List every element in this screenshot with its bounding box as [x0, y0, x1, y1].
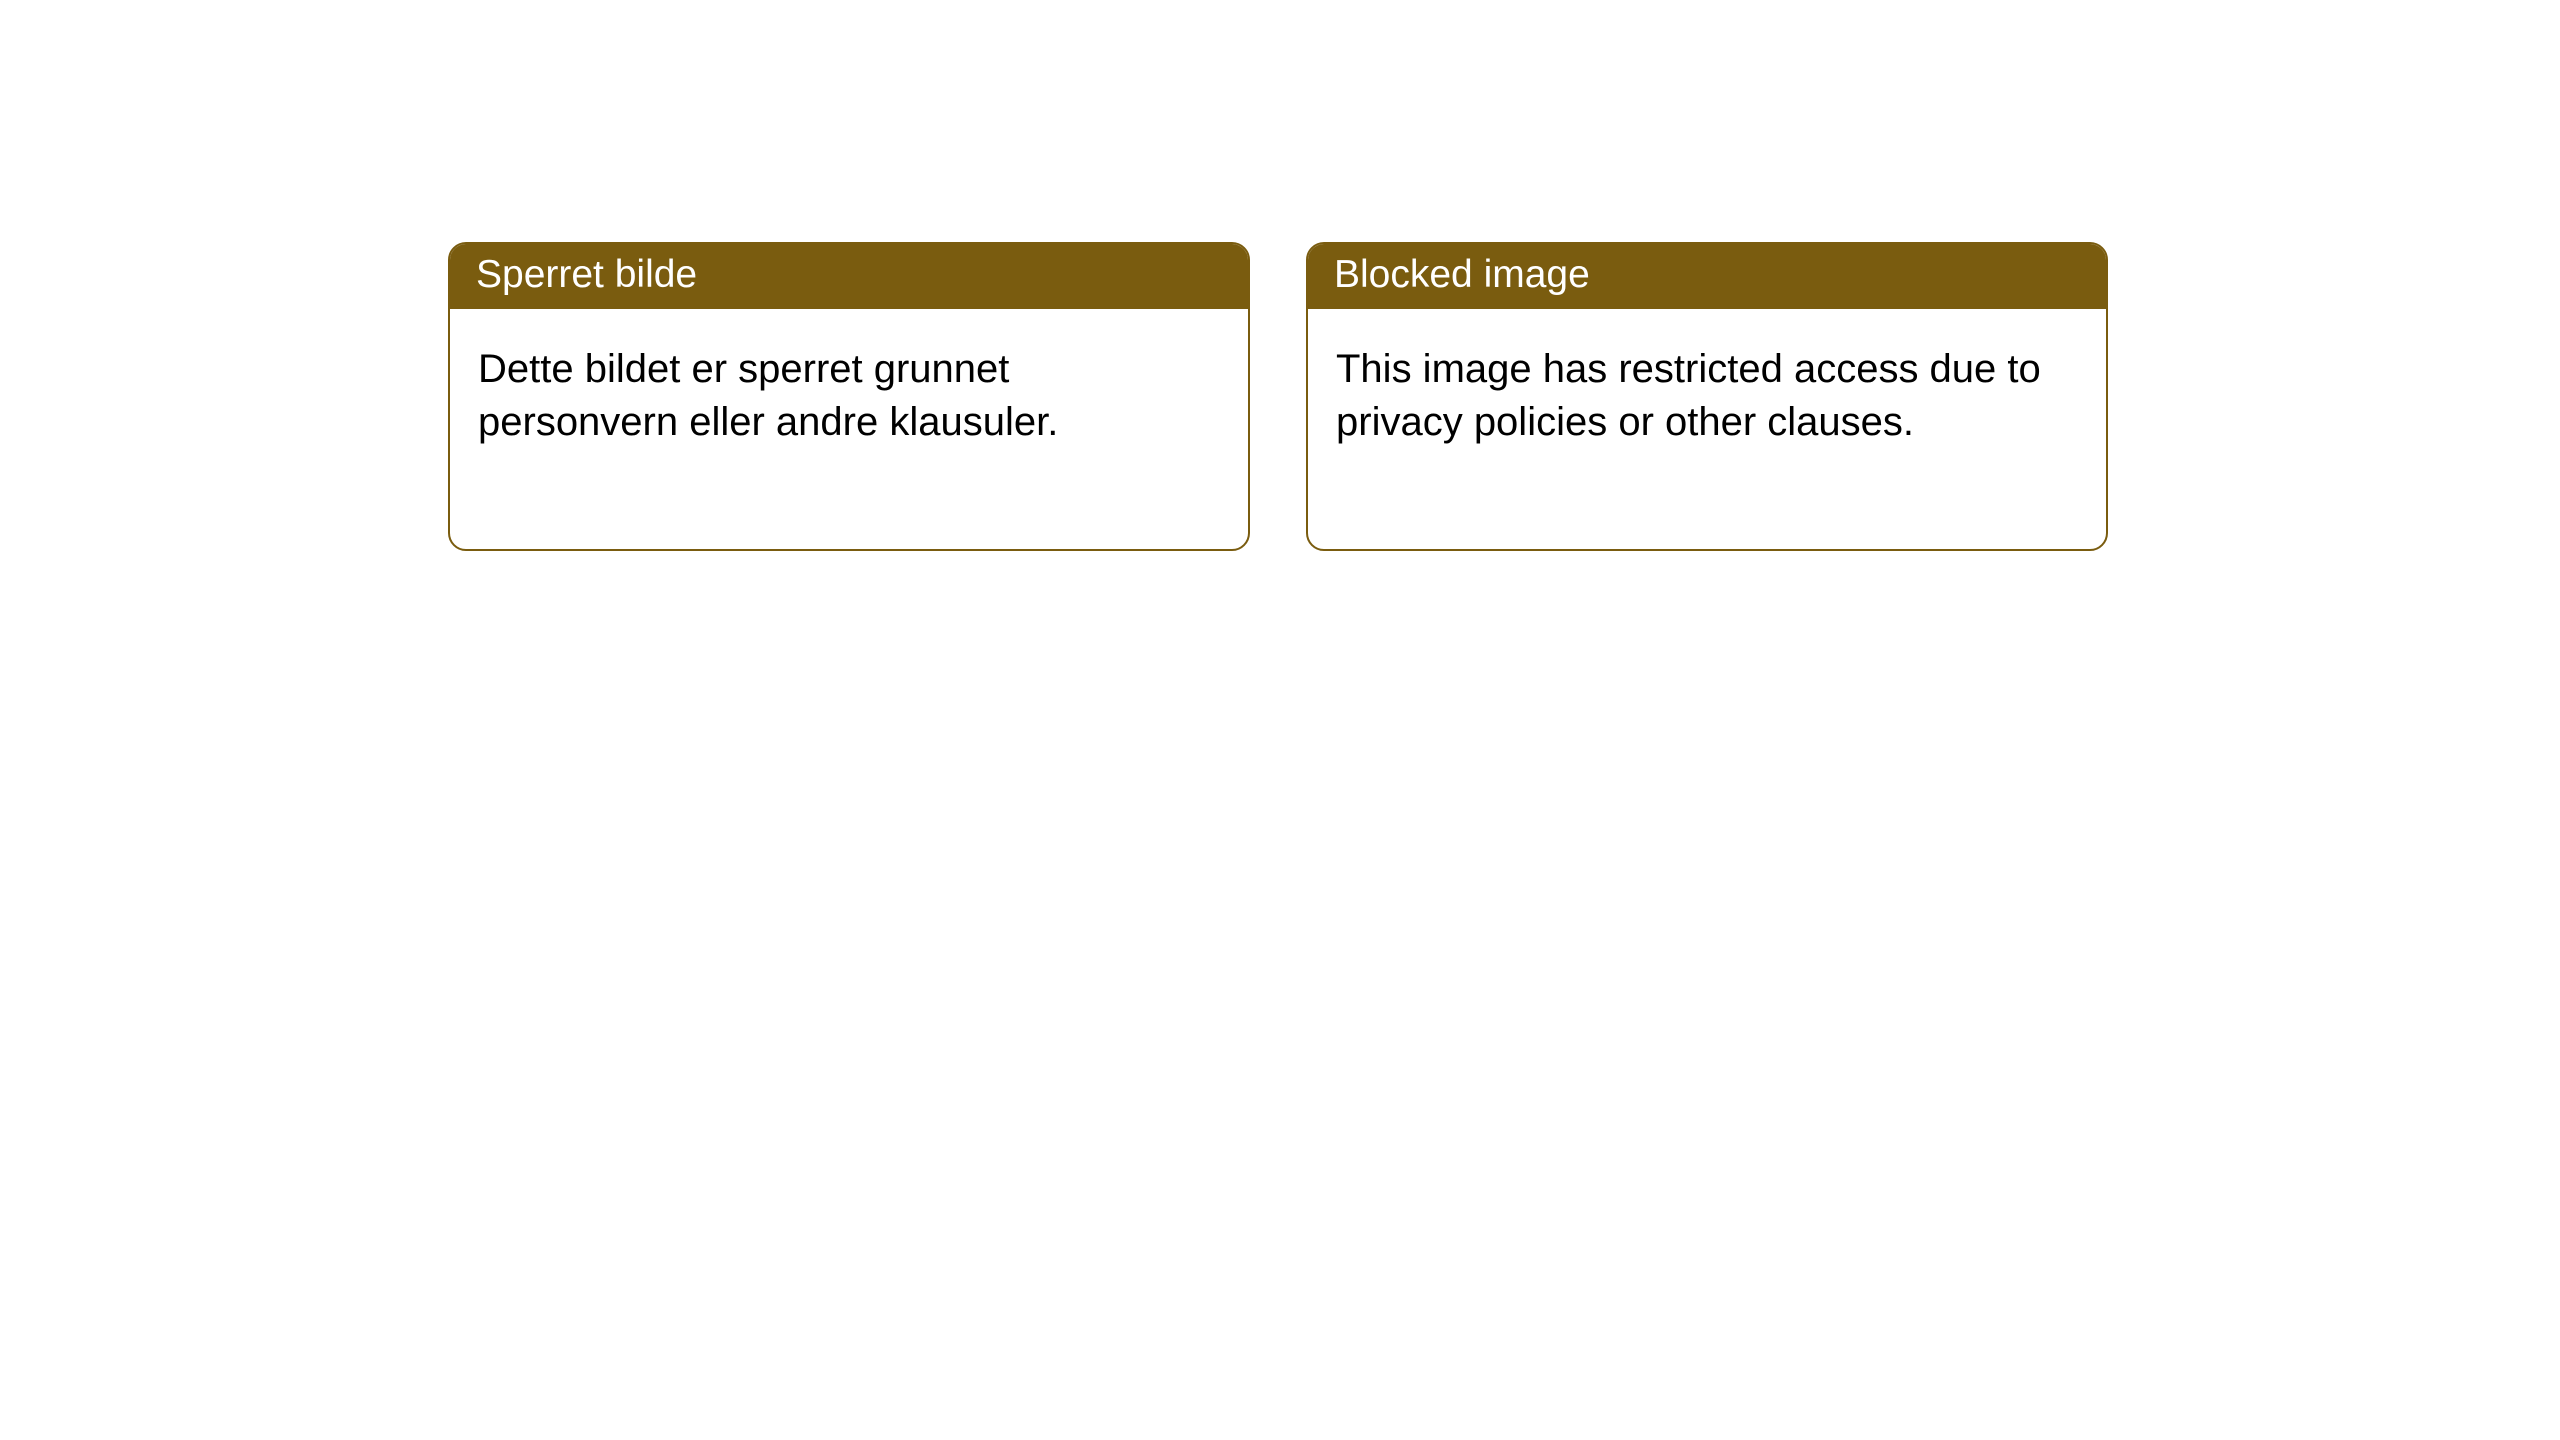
notice-card-en: Blocked image This image has restricted …	[1306, 242, 2108, 551]
notice-title-en: Blocked image	[1308, 244, 2106, 309]
notice-card-no: Sperret bilde Dette bildet er sperret gr…	[448, 242, 1250, 551]
notice-body-en: This image has restricted access due to …	[1308, 309, 2106, 549]
notice-body-no: Dette bildet er sperret grunnet personve…	[450, 309, 1248, 549]
notice-container: Sperret bilde Dette bildet er sperret gr…	[0, 0, 2560, 551]
notice-title-no: Sperret bilde	[450, 244, 1248, 309]
